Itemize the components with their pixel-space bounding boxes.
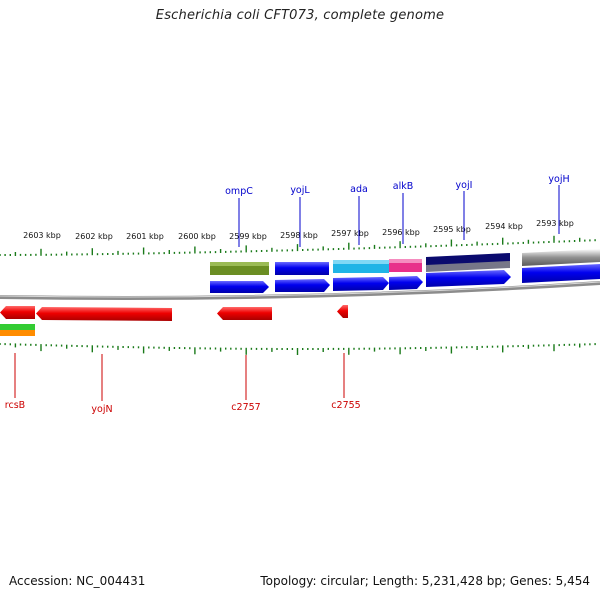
gene-label-ada[interactable]: ada — [350, 184, 368, 195]
highlight — [389, 259, 422, 263]
kbp-label: 2596 kbp — [382, 228, 420, 237]
ompC-cds-arrow[interactable] — [210, 281, 269, 293]
kbp-label: 2601 kbp — [126, 232, 164, 241]
kbp-label: 2597 kbp — [331, 229, 369, 238]
gene-label-yojN[interactable]: yojN — [91, 404, 112, 415]
kbp-label: 2599 kbp — [229, 232, 267, 241]
gene-label-yojI[interactable]: yojI — [456, 180, 473, 191]
rcsB-feature-orange[interactable] — [0, 330, 35, 336]
yojH-cds-arrow[interactable] — [522, 264, 600, 283]
kbp-labels: 2603 kbp 2602 kbp 2601 kbp 2600 kbp 2599… — [23, 219, 574, 241]
yojL-cds-arrow[interactable] — [275, 279, 330, 292]
c2755-cds-arrow[interactable] — [337, 305, 348, 318]
gene-label-rcsB[interactable]: rcsB — [5, 400, 25, 411]
yojN-cds-arrow[interactable] — [36, 307, 172, 321]
gene-label-ompC[interactable]: ompC — [225, 186, 253, 197]
forward-gene-labels: ompC yojL ada alkB yojI yojH — [225, 174, 569, 197]
kbp-label: 2603 kbp — [23, 231, 61, 240]
genome-title: Escherichia coli CFT073, complete genome — [155, 8, 445, 23]
reverse-gene-labels: rcsB yojN c2757 c2755 — [5, 400, 361, 415]
reverse-cds-row — [0, 305, 348, 321]
kbp-label: 2600 kbp — [178, 232, 216, 241]
kbp-label: 2593 kbp — [536, 219, 574, 228]
forward-feature-row — [210, 249, 600, 275]
kbp-label: 2602 kbp — [75, 232, 113, 241]
yojI-cds-arrow[interactable] — [426, 270, 511, 287]
backbone-highlight — [0, 281, 600, 298]
rcsB-feature-green[interactable] — [0, 324, 35, 330]
alkB-cds-arrow[interactable] — [389, 276, 423, 290]
rcsB-cds-arrow[interactable] — [0, 306, 35, 319]
reverse-feature-row — [0, 324, 35, 336]
accession-text: Accession: NC_004431 — [9, 574, 146, 588]
forward-leaders — [238, 185, 560, 247]
forward-cds-row — [210, 264, 600, 293]
kbp-label: 2598 kbp — [280, 231, 318, 240]
highlight — [210, 262, 269, 266]
c2757-cds-arrow[interactable] — [217, 307, 272, 320]
genome-summary-text: Topology: circular; Length: 5,231,428 bp… — [260, 574, 590, 588]
yojI-feature-shadow — [426, 261, 510, 272]
highlight — [333, 260, 389, 264]
gene-label-alkB[interactable]: alkB — [393, 181, 413, 192]
gene-label-c2755[interactable]: c2755 — [331, 400, 360, 411]
kbp-label: 2594 kbp — [485, 222, 523, 231]
tick-rows — [0, 235, 596, 355]
kbp-label: 2595 kbp — [433, 225, 471, 234]
gene-label-yojH[interactable]: yojH — [548, 174, 569, 185]
yojH-feature-bar[interactable] — [522, 249, 600, 266]
yojL-feature-bar[interactable] — [275, 262, 329, 275]
gene-label-c2757[interactable]: c2757 — [231, 402, 260, 413]
reverse-leaders — [14, 353, 345, 401]
gene-label-yojL[interactable]: yojL — [290, 185, 310, 196]
ada-cds-arrow[interactable] — [333, 277, 389, 291]
genome-backbone — [0, 281, 600, 301]
